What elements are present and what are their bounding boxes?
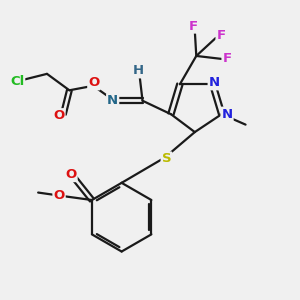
Text: O: O bbox=[65, 168, 76, 181]
Text: Cl: Cl bbox=[10, 75, 24, 88]
Text: N: N bbox=[208, 76, 220, 89]
Text: S: S bbox=[162, 152, 171, 166]
Text: O: O bbox=[88, 76, 100, 89]
Text: H: H bbox=[133, 64, 144, 77]
Text: F: F bbox=[189, 20, 198, 33]
Text: F: F bbox=[223, 52, 232, 65]
Text: O: O bbox=[53, 189, 65, 202]
Text: N: N bbox=[107, 94, 118, 107]
Text: F: F bbox=[217, 28, 226, 41]
Text: N: N bbox=[221, 108, 233, 121]
Text: O: O bbox=[53, 109, 64, 122]
